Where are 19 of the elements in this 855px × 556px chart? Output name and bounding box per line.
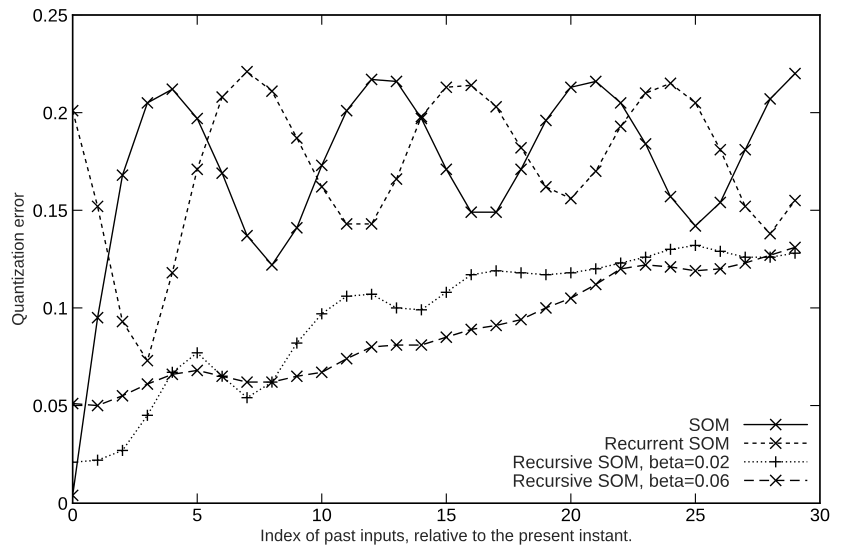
legend-label: Recursive SOM, beta=0.06 [514,474,729,490]
y-tick-label: 0.15 [33,204,68,217]
y-tick-label: 0.25 [33,8,68,22]
legend-label: SOM [689,418,728,432]
y-tick-label: 0.05 [33,399,68,412]
x-tick-label: 20 [562,508,580,522]
x-tick-label: 30 [810,508,830,522]
legend-label: Recurrent SOM [606,436,728,450]
x-tick-label: 15 [438,508,456,522]
x-tick-label: 0 [68,508,77,522]
y-axis-title: Quantization error [12,192,27,325]
x-tick-label: 25 [686,508,705,522]
x-tick-label: 10 [313,508,332,522]
y-tick-label: 0.1 [43,302,67,315]
legend-label: Recursive SOM, beta=0.02 [514,455,729,470]
y-tick-label: 0.2 [43,106,67,120]
x-tick-label: 5 [192,508,202,522]
x-axis-title: Index of past inputs, relative to the present instant. [262,529,632,545]
y-tick-label: 0 [58,497,68,510]
